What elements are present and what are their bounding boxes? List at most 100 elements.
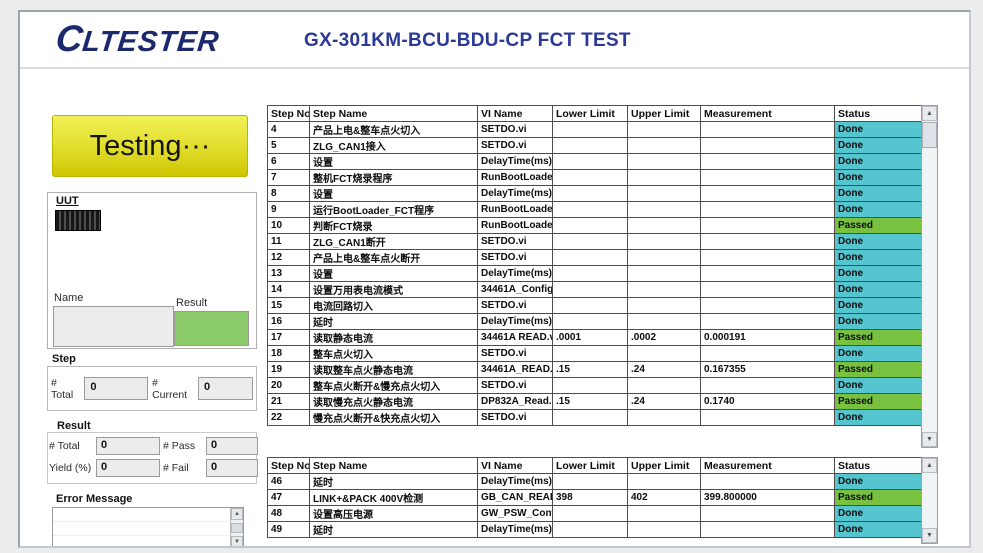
cell-status: Passed <box>834 489 922 506</box>
cell-lower-limit <box>552 473 628 490</box>
cell-step-name: 延时 <box>309 313 478 330</box>
table-row[interactable]: 49 延时 DelayTime(ms).v Done <box>267 521 922 538</box>
cell-measurement <box>700 201 835 218</box>
cell-vi-name: GW_PSW_Config. <box>477 505 553 522</box>
scroll-thumb[interactable] <box>231 523 243 533</box>
scroll-down-icon[interactable]: ▼ <box>922 528 937 543</box>
cell-vi-name: DelayTime(ms).v <box>477 313 553 330</box>
cell-lower-limit <box>552 521 628 538</box>
error-box-gridline <box>53 535 229 536</box>
cell-step-no: 16 <box>267 313 310 330</box>
cell-upper-limit <box>627 313 701 330</box>
error-message-label: Error Message <box>56 493 133 505</box>
cell-upper-limit <box>627 505 701 522</box>
table-row[interactable]: 10 判断FCT烧录 RunBootLoader.v Passed <box>267 217 922 234</box>
yield-value: 0 <box>96 459 160 477</box>
scroll-down-icon[interactable]: ▼ <box>231 536 243 546</box>
table-row[interactable]: 6 设置 DelayTime(ms).v Done <box>267 153 922 170</box>
cell-lower-limit: .15 <box>552 361 628 378</box>
app-header: CLTESTER GX-301KM-BCU-BDU-CP FCT TEST <box>20 12 969 69</box>
cell-step-no: 49 <box>267 521 310 538</box>
step-total-value: 0 <box>84 377 149 400</box>
cell-measurement <box>700 137 835 154</box>
cell-step-name: 设置 <box>309 185 478 202</box>
table1-scrollbar[interactable]: ▲ ▼ <box>921 105 938 448</box>
cell-step-no: 19 <box>267 361 310 378</box>
table-row[interactable]: 17 读取静态电流 34461A READ.vi .0001 .0002 0.0… <box>267 329 922 346</box>
cell-measurement: 0.1740 <box>700 393 835 410</box>
table-row[interactable]: 4 产品上电&整车点火切入 SETDO.vi Done <box>267 121 922 138</box>
uut-image <box>55 210 101 231</box>
steps-table-2: Step No Step Name VI Name Lower Limit Up… <box>267 457 922 538</box>
table-row[interactable]: 13 设置 DelayTime(ms).v Done <box>267 265 922 282</box>
cell-lower-limit <box>552 217 628 234</box>
cell-upper-limit <box>627 521 701 538</box>
cell-upper-limit <box>627 233 701 250</box>
result-fail-label: # Fail <box>163 462 189 474</box>
table-row[interactable]: 16 延时 DelayTime(ms).v Done <box>267 313 922 330</box>
table-row[interactable]: 7 整机FCT烧录程序 RunBootLoader.v Done <box>267 169 922 186</box>
cell-lower-limit: .0001 <box>552 329 628 346</box>
result-pass-value: 0 <box>206 437 258 455</box>
result-group-label: Result <box>57 420 91 432</box>
cell-upper-limit <box>627 169 701 186</box>
cell-vi-name: 34461A_Config.vi <box>477 281 553 298</box>
table-row[interactable]: 21 读取慢充点火静态电流 DP832A_Read.vi .15 .24 0.1… <box>267 393 922 410</box>
table-row[interactable]: 18 整车点火切入 SETDO.vi Done <box>267 345 922 362</box>
cell-status: Done <box>834 297 922 314</box>
cell-step-name: 设置高压电源 <box>309 505 478 522</box>
name-input[interactable] <box>53 306 174 347</box>
page-title: GX-301KM-BCU-BDU-CP FCT TEST <box>304 30 631 51</box>
cell-status: Done <box>834 345 922 362</box>
step-current-value: 0 <box>197 377 253 400</box>
status-banner: Testing··· <box>52 115 248 177</box>
cell-upper-limit <box>627 121 701 138</box>
table-row[interactable]: 14 设置万用表电流模式 34461A_Config.vi Done <box>267 281 922 298</box>
table-row[interactable]: 19 读取整车点火静态电流 34461A_READ.vi .15 .24 0.1… <box>267 361 922 378</box>
cell-measurement <box>700 281 835 298</box>
table2-scrollbar[interactable]: ▲ ▼ <box>921 457 938 544</box>
table-row[interactable]: 5 ZLG_CAN1接入 SETDO.vi Done <box>267 137 922 154</box>
cell-step-no: 12 <box>267 249 310 266</box>
cell-vi-name: RunBootLoader.v <box>477 201 553 218</box>
cell-vi-name: DelayTime(ms).v <box>477 521 553 538</box>
scroll-thumb[interactable] <box>922 122 937 148</box>
col-measurement: Measurement <box>700 457 835 474</box>
scroll-up-icon[interactable]: ▲ <box>922 106 937 121</box>
cell-upper-limit: .0002 <box>627 329 701 346</box>
scroll-up-icon[interactable]: ▲ <box>922 458 937 473</box>
table-row[interactable]: 20 整车点火断开&慢充点火切入 SETDO.vi Done <box>267 377 922 394</box>
cell-step-no: 47 <box>267 489 310 506</box>
scroll-up-icon[interactable]: ▲ <box>231 508 243 520</box>
cell-measurement: 0.167355 <box>700 361 835 378</box>
table-row[interactable]: 47 LINK+&PACK 400V检测 GB_CAN_READ.vi 398 … <box>267 489 922 506</box>
uut-label: UUT <box>56 195 79 207</box>
cell-status: Done <box>834 265 922 282</box>
cell-lower-limit <box>552 377 628 394</box>
table-row[interactable]: 48 设置高压电源 GW_PSW_Config. Done <box>267 505 922 522</box>
table-row[interactable]: 12 产品上电&整车点火断开 SETDO.vi Done <box>267 249 922 266</box>
cell-vi-name: SETDO.vi <box>477 297 553 314</box>
cell-step-name: ZLG_CAN1断开 <box>309 233 478 250</box>
col-status: Status <box>834 457 922 474</box>
cell-measurement <box>700 249 835 266</box>
table-row[interactable]: 9 运行BootLoader_FCT程序 RunBootLoader.v Don… <box>267 201 922 218</box>
table-row[interactable]: 22 慢充点火断开&快充点火切入 SETDO.vi Done <box>267 409 922 426</box>
cell-step-no: 11 <box>267 233 310 250</box>
cell-lower-limit <box>552 233 628 250</box>
table-row[interactable]: 15 电流回路切入 SETDO.vi Done <box>267 297 922 314</box>
col-step-name: Step Name <box>309 457 478 474</box>
table-row[interactable]: 8 设置 DelayTime(ms).v Done <box>267 185 922 202</box>
error-scrollbar[interactable]: ▲ ▼ <box>230 508 243 546</box>
yield-label: Yield (%) <box>49 462 92 474</box>
cell-upper-limit <box>627 473 701 490</box>
table-header-row: Step No Step Name VI Name Lower Limit Up… <box>267 457 922 474</box>
result-total-label: # Total <box>49 440 80 452</box>
table-row[interactable]: 11 ZLG_CAN1断开 SETDO.vi Done <box>267 233 922 250</box>
cell-upper-limit <box>627 409 701 426</box>
error-message-box[interactable]: ▲ ▼ <box>52 507 244 546</box>
cell-vi-name: SETDO.vi <box>477 377 553 394</box>
table-row[interactable]: 46 延时 DelayTime(ms).v Done <box>267 473 922 490</box>
scroll-down-icon[interactable]: ▼ <box>922 432 937 447</box>
cell-step-name: 设置 <box>309 153 478 170</box>
